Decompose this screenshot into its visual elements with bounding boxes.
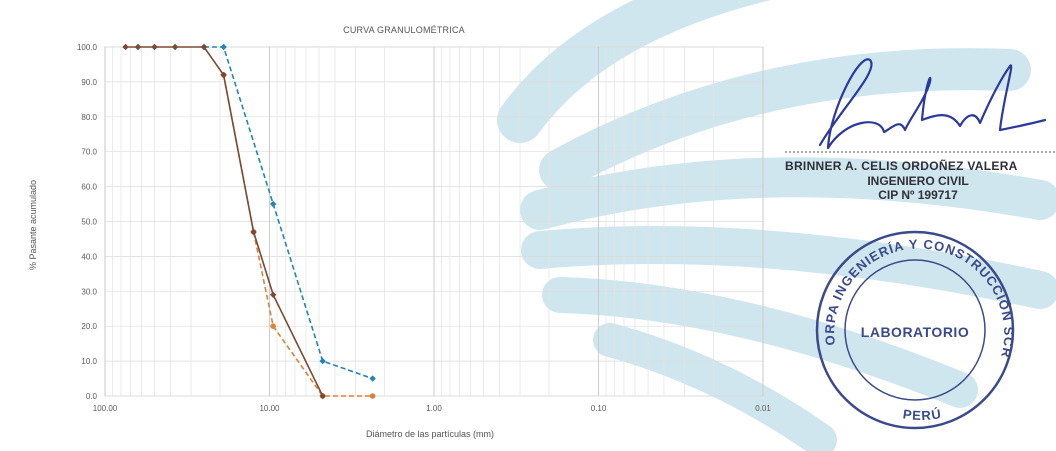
series-1-point xyxy=(319,357,326,365)
series-1-point xyxy=(269,200,277,208)
x-tick-label: 0.10 xyxy=(591,404,607,413)
x-axis-label: Diámetro de las partículas (mm) xyxy=(366,429,494,439)
signer-cip: CIP Nº 199717 xyxy=(878,188,958,202)
stamp-inner-ring xyxy=(844,259,986,401)
series-2-point xyxy=(369,393,376,399)
series-3 xyxy=(122,43,326,400)
stamp-center-text: LABORATORIO xyxy=(861,324,969,340)
series-3-point xyxy=(250,228,257,236)
y-tick-label: 100.0 xyxy=(77,43,98,52)
y-axis-label: % Pasante acumulado xyxy=(28,180,38,270)
signer-title: INGENIERO CIVIL xyxy=(867,174,968,188)
y-tick-label: 60.0 xyxy=(81,183,97,192)
x-tick-label: 100.00 xyxy=(93,404,118,413)
series-1-point xyxy=(369,375,376,382)
y-tick-label: 0.0 xyxy=(86,392,98,401)
y-tick-label: 10.0 xyxy=(81,357,97,366)
series-2 xyxy=(220,72,376,399)
stamp-bottom-text: PERÚ xyxy=(902,406,943,423)
y-tick-label: 30.0 xyxy=(81,287,97,296)
series-3-point xyxy=(171,43,179,51)
series-2-point xyxy=(270,323,276,330)
y-tick-label: 70.0 xyxy=(81,148,97,157)
y-tick-label: 90.0 xyxy=(81,78,97,87)
series-3-point xyxy=(122,43,129,51)
grid xyxy=(104,46,764,397)
series-3-point xyxy=(151,43,158,51)
y-tick-label: 20.0 xyxy=(81,322,97,331)
signature-block: BRINNER A. CELIS ORDOÑEZ VALERA INGENIER… xyxy=(785,58,1056,202)
x-tick-label: 10.00 xyxy=(259,404,280,413)
y-axis-ticks: 0.0 10.0 20.0 30.0 40.0 50.0 60.0 70.0 80.0 90.0 1… xyxy=(77,43,98,401)
y-tick-label: 40.0 xyxy=(81,252,97,261)
series-group xyxy=(122,43,376,400)
series-3-point xyxy=(319,392,326,400)
series-1-point xyxy=(220,43,227,51)
series-3-point xyxy=(134,43,142,51)
stamp-outer-ring xyxy=(815,230,1015,430)
x-axis-ticks: 100.00 10.00 1.00 0.10 0.01 xyxy=(93,404,772,413)
handwritten-signature xyxy=(818,58,1047,150)
plot-area xyxy=(104,43,764,400)
x-tick-label: 1.00 xyxy=(426,404,442,413)
y-tick-label: 80.0 xyxy=(81,113,97,122)
y-tick-label: 50.0 xyxy=(81,218,97,227)
series-3-point xyxy=(269,291,277,298)
series-1-line xyxy=(204,46,373,380)
series-2-line xyxy=(222,74,373,397)
series-3-point xyxy=(200,43,208,51)
chart-title: CURVA GRANULOMÉTRICA xyxy=(343,25,465,35)
watermark-logo xyxy=(497,0,1056,451)
signer-name: BRINNER A. CELIS ORDOÑEZ VALERA xyxy=(785,158,1018,173)
x-tick-label: 0.01 xyxy=(755,404,771,413)
series-3-point xyxy=(220,71,227,79)
